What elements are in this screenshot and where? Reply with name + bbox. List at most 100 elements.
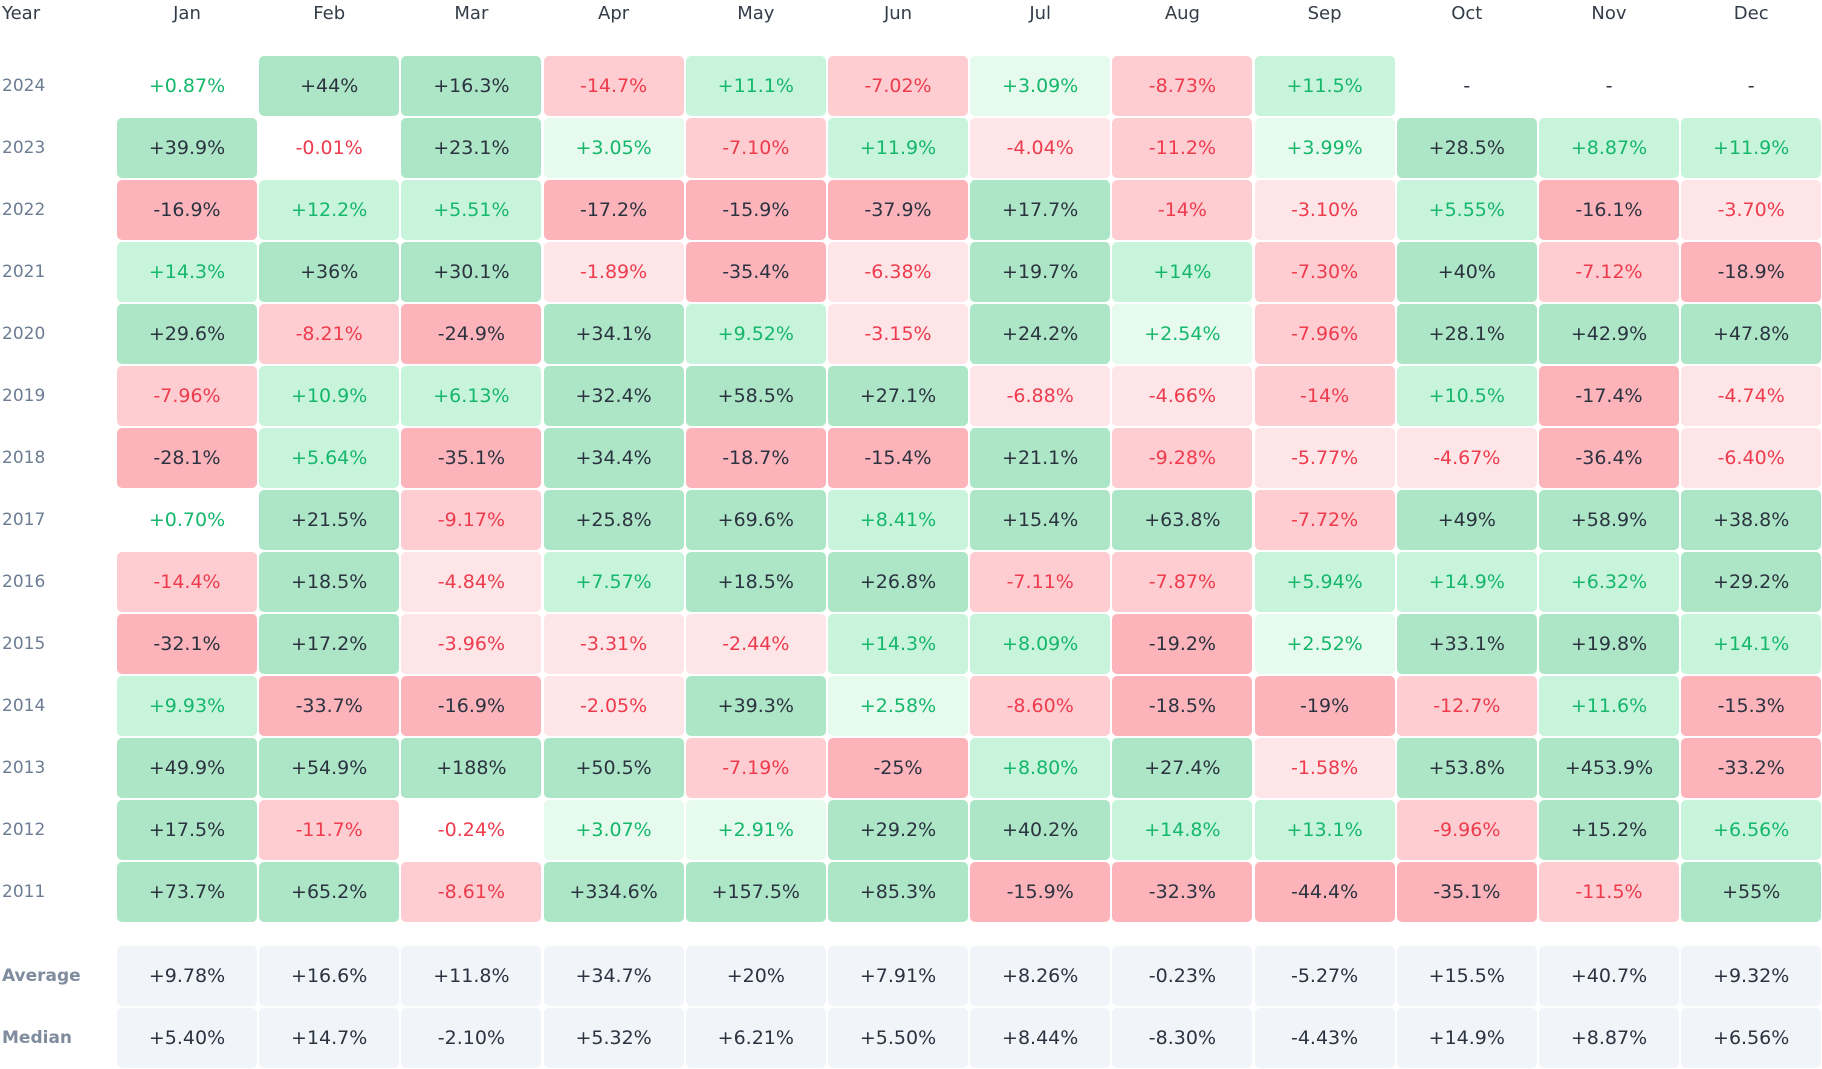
heatmap-cell: -15.9% [970, 862, 1111, 922]
heatmap-cell: +34.1% [543, 304, 684, 364]
heatmap-cell: +11.1% [685, 56, 826, 116]
year-label: 2018 [2, 448, 46, 468]
stat-cell: +9.32% [1681, 946, 1822, 1006]
month-header-nov: Nov [1591, 3, 1627, 24]
heatmap-cell: -9.17% [401, 490, 542, 550]
heatmap-cell: +25.8% [543, 490, 684, 550]
heatmap-cell: +6.13% [401, 366, 542, 426]
heatmap-cell: -19% [1254, 676, 1395, 736]
heatmap-cell: +2.52% [1254, 614, 1395, 674]
heatmap-cell: -7.72% [1254, 490, 1395, 550]
year-label: 2013 [2, 758, 46, 778]
stat-cell: +8.44% [970, 1008, 1111, 1068]
heatmap-cell: +33.1% [1396, 614, 1537, 674]
stat-cell: +8.87% [1539, 1008, 1679, 1068]
stat-cell: +11.8% [401, 946, 542, 1006]
heatmap-cell: +18.5% [259, 552, 400, 612]
heatmap-cell: -0.24% [437, 819, 505, 841]
stat-cell: +7.91% [828, 946, 968, 1006]
heatmap-cell: +38.8% [1681, 490, 1822, 550]
month-header-dec: Dec [1733, 3, 1769, 24]
stat-label-median: Median [2, 1028, 73, 1048]
heatmap-cell: +9.93% [117, 676, 257, 736]
heatmap-cell: +14.1% [1681, 614, 1822, 674]
heatmap-cell: +8.87% [1539, 118, 1679, 178]
heatmap-cell: +29.2% [828, 800, 968, 860]
stat-cell: +16.6% [259, 946, 400, 1006]
heatmap-cell: -11.2% [1112, 118, 1253, 178]
stat-cell: -5.27% [1254, 946, 1395, 1006]
year-label: 2020 [2, 324, 46, 344]
heatmap-cell: +9.52% [685, 304, 826, 364]
stat-cell: -0.23% [1112, 946, 1253, 1006]
heatmap-cell: +21.1% [970, 428, 1111, 488]
heatmap-cell: -3.70% [1681, 180, 1822, 240]
heatmap-cell: +15.2% [1539, 800, 1679, 860]
heatmap-cell: -2.05% [543, 676, 684, 736]
heatmap-cell: +44% [259, 56, 400, 116]
heatmap-cell: -7.96% [117, 366, 257, 426]
heatmap-cell: -28.1% [117, 428, 257, 488]
heatmap-cell: -3.96% [401, 614, 542, 674]
heatmap-cell: +19.8% [1539, 614, 1679, 674]
heatmap-cell: - [1463, 75, 1471, 97]
heatmap-cell: -7.19% [685, 738, 826, 798]
heatmap-cell: +63.8% [1112, 490, 1253, 550]
heatmap-cell: +13.1% [1254, 800, 1395, 860]
year-label: 2021 [2, 262, 46, 282]
stat-cell: +5.32% [543, 1008, 684, 1068]
heatmap-cell: +27.4% [1112, 738, 1253, 798]
heatmap-cell: -9.28% [1112, 428, 1253, 488]
heatmap-cell: +50.5% [543, 738, 684, 798]
heatmap-cell: -15.9% [685, 180, 826, 240]
heatmap-cell: - [1747, 75, 1755, 97]
heatmap-cell: -35.1% [1396, 862, 1537, 922]
stat-cell: -8.30% [1112, 1008, 1253, 1068]
heatmap-cell: -2.44% [685, 614, 826, 674]
year-label: 2022 [2, 200, 46, 220]
heatmap-cell: -18.5% [1112, 676, 1253, 736]
heatmap-cell: +14% [1112, 242, 1253, 302]
heatmap-cell: +29.2% [1681, 552, 1822, 612]
heatmap-cell: +3.99% [1254, 118, 1395, 178]
heatmap-cell: -3.15% [828, 304, 968, 364]
heatmap-cell: -18.7% [685, 428, 826, 488]
heatmap-cell: +5.51% [401, 180, 542, 240]
heatmap-cell: -17.4% [1539, 366, 1679, 426]
heatmap-cell: +39.3% [685, 676, 826, 736]
stat-cell: +20% [685, 946, 826, 1006]
heatmap-cell: -16.9% [117, 180, 257, 240]
heatmap-cell: +0.87% [148, 75, 226, 97]
heatmap-cell: -14% [1254, 366, 1395, 426]
month-header-apr: Apr [598, 3, 630, 24]
heatmap-cell: +39.9% [117, 118, 257, 178]
corner-label: Year [2, 3, 41, 24]
heatmap-cell: -7.96% [1254, 304, 1395, 364]
heatmap-cell: +27.1% [828, 366, 968, 426]
heatmap-cell: +157.5% [685, 862, 826, 922]
heatmap-cell: +6.56% [1681, 800, 1822, 860]
heatmap-cell: +40% [1396, 242, 1537, 302]
heatmap-cell: +5.64% [259, 428, 400, 488]
heatmap-cell: -32.1% [117, 614, 257, 674]
heatmap-cell: -7.87% [1112, 552, 1253, 612]
heatmap-cell: +8.09% [970, 614, 1111, 674]
heatmap-cell: -7.11% [970, 552, 1111, 612]
heatmap-cell: +2.54% [1112, 304, 1253, 364]
heatmap-cell: -16.9% [401, 676, 542, 736]
heatmap-cell: -1.58% [1254, 738, 1395, 798]
year-label: 2017 [2, 510, 46, 530]
heatmap-cell: -11.5% [1539, 862, 1679, 922]
heatmap-cell: -8.73% [1112, 56, 1253, 116]
heatmap-cell: -44.4% [1254, 862, 1395, 922]
heatmap-cell: +5.94% [1254, 552, 1395, 612]
heatmap-cell: +26.8% [828, 552, 968, 612]
heatmap-cell: +53.8% [1396, 738, 1537, 798]
stat-label-average: Average [2, 966, 81, 986]
heatmap-cell: +188% [401, 738, 542, 798]
heatmap-cell: -17.2% [543, 180, 684, 240]
heatmap-cell: -4.04% [970, 118, 1111, 178]
heatmap-cell: +58.9% [1539, 490, 1679, 550]
heatmap-cell: +16.3% [401, 56, 542, 116]
heatmap-cell: +23.1% [401, 118, 542, 178]
